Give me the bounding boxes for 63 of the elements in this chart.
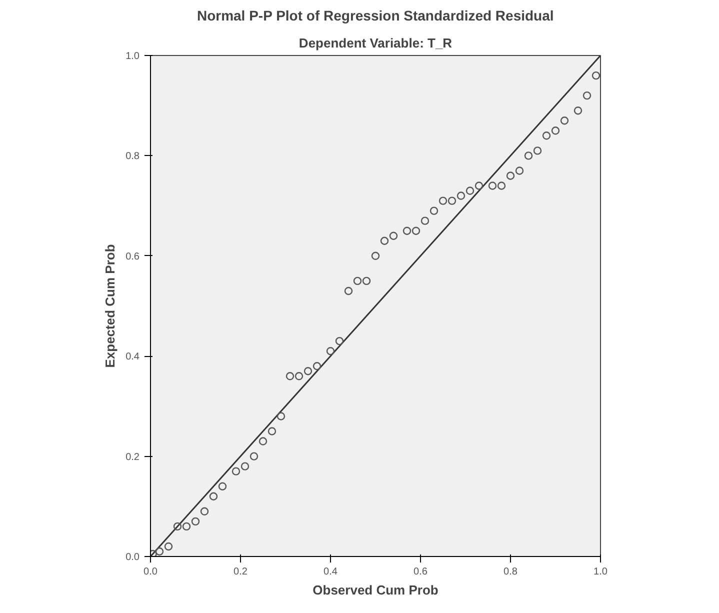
point <box>173 522 182 531</box>
point <box>191 517 200 526</box>
x-axis-title: Observed Cum Prob <box>312 582 438 598</box>
point <box>506 172 515 180</box>
point <box>474 182 484 190</box>
point <box>412 226 420 235</box>
point <box>515 166 524 175</box>
y-tick-label: 0.0 <box>126 552 140 563</box>
point <box>182 522 191 531</box>
point <box>276 412 286 420</box>
point <box>533 146 542 155</box>
point <box>574 106 582 115</box>
x-tick-label: 0.2 <box>234 566 248 578</box>
point <box>582 91 592 100</box>
point <box>380 236 389 245</box>
point <box>456 192 466 200</box>
point <box>286 372 294 380</box>
point <box>497 182 506 190</box>
point <box>448 196 456 205</box>
point <box>232 467 240 476</box>
point <box>155 547 164 556</box>
x-tick-label: 0.0 <box>144 566 158 578</box>
point <box>344 286 353 296</box>
point <box>430 206 438 215</box>
point <box>353 276 362 286</box>
point <box>335 336 344 346</box>
x-tick-label: 1.0 <box>594 566 608 578</box>
point <box>164 542 173 551</box>
point <box>488 182 497 190</box>
point <box>218 482 227 490</box>
y-tick-label: 0.6 <box>126 251 140 262</box>
x-tick-label: 0.4 <box>324 566 338 578</box>
point <box>438 196 448 205</box>
y-tick-label: 0.8 <box>126 151 140 162</box>
point <box>560 116 569 125</box>
point <box>402 226 412 235</box>
point <box>371 252 380 260</box>
point <box>524 152 533 160</box>
point <box>362 276 371 286</box>
point <box>304 367 312 376</box>
point <box>551 126 560 135</box>
point <box>209 492 218 500</box>
point <box>542 132 551 140</box>
point <box>389 232 398 240</box>
point <box>240 462 250 470</box>
y-tick-label: 1.0 <box>126 51 140 62</box>
point <box>326 346 335 356</box>
chart-title: Normal P-P Plot of Regression Standardized Residual <box>196 8 554 24</box>
point <box>268 427 276 436</box>
x-tick-label: 0.6 <box>414 566 428 578</box>
point <box>312 362 322 370</box>
point <box>466 186 474 195</box>
y-axis-title: Expected Cum Prob <box>102 244 118 368</box>
point <box>420 216 430 225</box>
y-tick-label: 0.4 <box>126 352 140 363</box>
point <box>294 372 304 380</box>
point <box>592 71 600 80</box>
point <box>200 507 209 516</box>
point <box>258 437 268 446</box>
chart-subtitle: Dependent Variable: T_R <box>298 36 453 50</box>
x-tick-label: 0.8 <box>504 566 518 578</box>
y-tick-label: 0.2 <box>126 452 140 463</box>
point <box>250 452 258 460</box>
